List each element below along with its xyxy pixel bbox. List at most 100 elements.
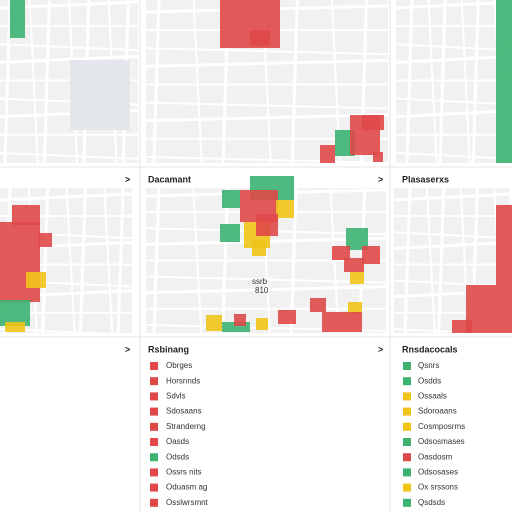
legend-label: Obrges — [166, 361, 192, 370]
map-marker — [496, 205, 512, 285]
legend-label: Ossrs nits — [166, 468, 202, 477]
map-marker — [0, 300, 30, 326]
street — [0, 192, 133, 202]
panel-title: Rnsdacocals — [402, 344, 458, 354]
legend-swatch — [150, 362, 158, 370]
legend-label: Horsnnds — [166, 376, 200, 385]
map-marker — [276, 200, 294, 218]
legend-swatch — [150, 422, 158, 431]
street — [41, 187, 50, 334]
legend-label: Odsds — [166, 452, 189, 461]
map-marker — [26, 272, 46, 288]
street — [425, 187, 436, 334]
map-marker — [38, 233, 52, 247]
map-marker — [206, 315, 222, 331]
legend-label: Odsosases — [418, 468, 458, 477]
legend-swatch — [403, 453, 411, 462]
street — [192, 187, 203, 334]
legend-label: Qsdsds — [418, 498, 445, 507]
street — [145, 58, 389, 68]
street — [145, 285, 387, 295]
panel-title: Dacamant — [148, 174, 191, 184]
legend-label: Ossaals — [418, 392, 447, 401]
map-marker — [278, 310, 296, 324]
street — [471, 0, 480, 164]
street — [145, 47, 389, 56]
legend-swatch — [403, 438, 411, 446]
map-marker — [220, 224, 240, 242]
chevron[interactable]: > — [125, 344, 130, 354]
panel-title: Rsbinang — [148, 344, 189, 354]
street — [0, 151, 139, 160]
street — [395, 109, 512, 119]
street — [395, 97, 512, 106]
legend-label: Cosmposrms — [418, 422, 465, 431]
legend-swatch — [150, 498, 158, 507]
street — [65, 187, 76, 334]
map-marker — [332, 246, 350, 260]
legend-swatch — [403, 468, 411, 477]
legend-swatch — [150, 377, 158, 386]
legend-label: Stranderng — [166, 422, 206, 431]
legend-swatch — [150, 468, 158, 477]
street — [145, 155, 389, 164]
street — [221, 187, 230, 334]
map-marker — [496, 0, 512, 163]
legend-label: Oasds — [166, 437, 189, 446]
street — [393, 240, 512, 250]
legend-swatch — [403, 498, 411, 507]
legend-label: Qsnrs — [418, 361, 439, 370]
map-marker — [322, 312, 362, 332]
map-marker — [373, 152, 383, 162]
map-marker — [362, 115, 384, 130]
map-marker — [256, 318, 268, 330]
legend-label: Sdosaans — [166, 407, 202, 416]
map-marker — [5, 322, 25, 332]
chevron[interactable]: > — [378, 344, 383, 354]
panel-title: Plasaserxs — [402, 174, 449, 184]
legend-swatch — [403, 407, 411, 416]
street — [3, 0, 12, 164]
street — [152, 187, 161, 334]
map-marker — [348, 302, 362, 314]
street — [152, 0, 161, 164]
map-marker — [234, 314, 246, 326]
street — [290, 0, 299, 164]
street — [0, 43, 139, 52]
street — [28, 0, 39, 164]
map-tile — [396, 0, 512, 163]
legend-label: Sdoroaans — [418, 407, 457, 416]
legend-label: Oasdosm — [418, 452, 453, 461]
map-marker — [320, 145, 335, 163]
map-marker — [250, 30, 270, 46]
street — [0, 54, 139, 64]
legend-label: Ox srssons — [418, 483, 458, 492]
legend-swatch — [150, 407, 158, 416]
street — [427, 0, 438, 164]
legend-swatch — [150, 453, 158, 462]
street — [103, 187, 114, 334]
legend-label: Osdds — [418, 376, 441, 385]
map-label: 810 — [255, 286, 269, 295]
map-label: ssrb — [252, 277, 268, 286]
map-marker — [0, 222, 40, 302]
street — [192, 0, 203, 164]
map-marker — [362, 246, 380, 264]
legend-swatch — [150, 438, 158, 446]
legend-swatch — [403, 422, 411, 431]
map-marker — [222, 322, 250, 332]
map-marker — [252, 240, 266, 256]
chevron[interactable]: > — [378, 174, 383, 184]
street — [395, 151, 512, 160]
street — [395, 0, 512, 10]
street — [393, 192, 512, 202]
map-marker — [346, 228, 368, 250]
map-marker — [452, 320, 472, 333]
street — [437, 187, 446, 334]
map-marker — [222, 190, 240, 208]
legend-label: Sdvls — [166, 392, 186, 401]
chevron[interactable]: > — [125, 174, 130, 184]
map-marker — [256, 214, 278, 236]
park — [70, 60, 130, 130]
